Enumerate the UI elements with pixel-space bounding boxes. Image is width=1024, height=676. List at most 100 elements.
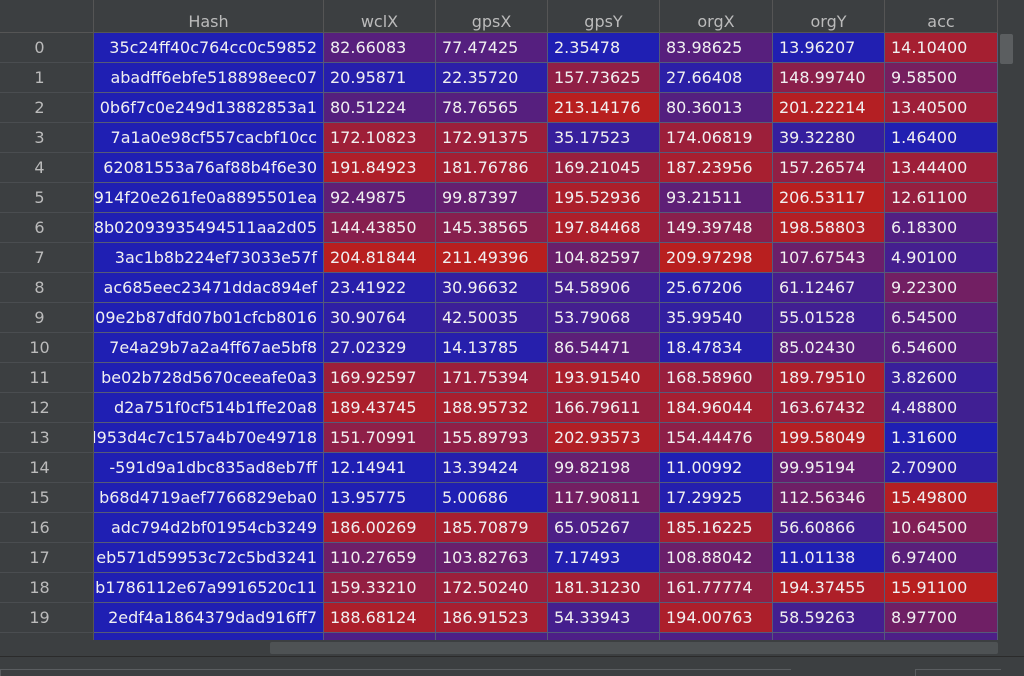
table-cell-wclx[interactable]: 186.00269 bbox=[324, 513, 436, 543]
table-cell-wclx[interactable]: 159.33210 bbox=[324, 573, 436, 603]
table-cell-wclx[interactable]: 30.90764 bbox=[324, 303, 436, 333]
table-cell-wclx[interactable]: 191.84923 bbox=[324, 153, 436, 183]
column-header-gpsx[interactable]: gpsX bbox=[436, 0, 548, 33]
table-cell-orgx[interactable]: 18.47834 bbox=[660, 333, 773, 363]
table-cell-orgx[interactable]: 154.44476 bbox=[660, 423, 773, 453]
table-cell-acc[interactable]: 4.48800 bbox=[885, 393, 998, 423]
row-index[interactable]: 17 bbox=[0, 543, 94, 573]
table-cell-acc[interactable]: 15.49800 bbox=[885, 483, 998, 513]
table-cell-orgx[interactable]: 168.58960 bbox=[660, 363, 773, 393]
table-cell-hash[interactable]: 3ac1b8b224ef73033e57f bbox=[94, 243, 324, 273]
table-cell-orgy[interactable]: 61.12467 bbox=[773, 273, 885, 303]
table-cell-wclx[interactable]: 82.66083 bbox=[324, 33, 436, 63]
table-cell-orgy[interactable]: 199.58049 bbox=[773, 423, 885, 453]
table-cell-hash[interactable]: d2a751f0cf514b1ffe20a8 bbox=[94, 393, 324, 423]
table-cell-orgy[interactable]: 148.99740 bbox=[773, 63, 885, 93]
table-cell-gpsy[interactable]: 2.35478 bbox=[548, 33, 660, 63]
table-cell-orgx[interactable]: 185.16225 bbox=[660, 513, 773, 543]
table-cell-gpsy[interactable]: 169.21045 bbox=[548, 153, 660, 183]
table-cell-orgy[interactable]: 85.02430 bbox=[773, 333, 885, 363]
row-index[interactable]: 3 bbox=[0, 123, 94, 153]
table-cell-orgy[interactable]: 198.58803 bbox=[773, 213, 885, 243]
row-index[interactable]: 8 bbox=[0, 273, 94, 303]
table-cell-orgy[interactable]: 163.67432 bbox=[773, 393, 885, 423]
table-cell-orgy[interactable]: 11.01138 bbox=[773, 543, 885, 573]
table-cell-acc[interactable]: 4.90100 bbox=[885, 243, 998, 273]
table-cell-gpsy[interactable]: 197.84468 bbox=[548, 213, 660, 243]
row-index[interactable]: 18 bbox=[0, 573, 94, 603]
table-cell-orgy[interactable]: 112.56346 bbox=[773, 483, 885, 513]
row-index[interactable]: 15 bbox=[0, 483, 94, 513]
table-cell-gpsx[interactable]: 14.13785 bbox=[436, 333, 548, 363]
table-cell-orgx[interactable]: 11.00992 bbox=[660, 453, 773, 483]
dataframe-viewer[interactable]: Hash wclX gpsX gpsY orgX orgY acc 0 35c24ff40c76… bbox=[0, 0, 1024, 640]
table-cell-hash[interactable]: ac685eec23471ddac894ef bbox=[94, 273, 324, 303]
table-cell-gpsx[interactable]: 155.89793 bbox=[436, 423, 548, 453]
table-cell-gpsy[interactable]: 53.79068 bbox=[548, 303, 660, 333]
row-index[interactable]: 16 bbox=[0, 513, 94, 543]
table-cell-gpsx[interactable]: 5.00686 bbox=[436, 483, 548, 513]
table-cell-acc[interactable]: 13.44400 bbox=[885, 153, 998, 183]
table-cell-orgx[interactable]: 35.99540 bbox=[660, 303, 773, 333]
table-cell-wclx[interactable]: 27.02329 bbox=[324, 333, 436, 363]
table-cell-wclx[interactable]: 13.95775 bbox=[324, 483, 436, 513]
table-cell-orgy[interactable]: 189.79510 bbox=[773, 363, 885, 393]
row-index[interactable]: 13 bbox=[0, 423, 94, 453]
table-cell-hash[interactable]: b68d4719aef7766829eba0 bbox=[94, 483, 324, 513]
table-cell-gpsy[interactable]: 7.17493 bbox=[548, 543, 660, 573]
table-cell-gpsx[interactable]: 172.91375 bbox=[436, 123, 548, 153]
table-cell-gpsy[interactable]: 54.58906 bbox=[548, 273, 660, 303]
table-cell-orgx[interactable]: 17.29925 bbox=[660, 483, 773, 513]
table-cell-gpsx[interactable]: 13.39424 bbox=[436, 453, 548, 483]
table-cell-hash[interactable]: 914f20e261fe0a8895501ea bbox=[94, 183, 324, 213]
table-cell-orgy[interactable]: 58.59263 bbox=[773, 603, 885, 633]
table-cell-gpsx[interactable]: 171.75394 bbox=[436, 363, 548, 393]
table-cell-wclx[interactable]: 110.27659 bbox=[324, 543, 436, 573]
table-cell-gpsy[interactable]: 35.17523 bbox=[548, 123, 660, 153]
table-cell-acc[interactable]: 8.97700 bbox=[885, 603, 998, 633]
table-cell-orgx[interactable]: 209.97298 bbox=[660, 243, 773, 273]
table-cell-orgx[interactable]: 187.23956 bbox=[660, 153, 773, 183]
table-cell-wclx[interactable]: 92.49875 bbox=[324, 183, 436, 213]
table-cell-gpsy[interactable]: 104.82597 bbox=[548, 243, 660, 273]
table-cell-wclx[interactable]: 169.92597 bbox=[324, 363, 436, 393]
table-cell-acc[interactable]: 6.54500 bbox=[885, 303, 998, 333]
table-cell-gpsy[interactable]: 213.14176 bbox=[548, 93, 660, 123]
table-cell-gpsy[interactable]: 181.31230 bbox=[548, 573, 660, 603]
table-cell-hash[interactable]: 2edf4a1864379dad916ff7 bbox=[94, 603, 324, 633]
table-cell-acc[interactable]: 9.22300 bbox=[885, 273, 998, 303]
row-index[interactable]: 7 bbox=[0, 243, 94, 273]
table-cell-hash[interactable]: 09e2b87dfd07b01cfcb8016 bbox=[94, 303, 324, 333]
row-index[interactable]: 2 bbox=[0, 93, 94, 123]
table-cell-orgx[interactable]: 149.39748 bbox=[660, 213, 773, 243]
table-cell-orgy[interactable]: 13.96207 bbox=[773, 33, 885, 63]
table-cell-acc[interactable]: 9.58500 bbox=[885, 63, 998, 93]
table-cell-gpsx[interactable]: 181.76786 bbox=[436, 153, 548, 183]
table-cell-gpsx[interactable]: 185.70879 bbox=[436, 513, 548, 543]
table-cell-acc[interactable]: 12.61100 bbox=[885, 183, 998, 213]
table-cell-hash[interactable]: 58b02093935494511aa2d05 bbox=[94, 213, 324, 243]
table-cell-hash[interactable]: 7e4a29b7a2a4ff67ae5bf8 bbox=[94, 333, 324, 363]
table-cell-wclx[interactable]: 23.41922 bbox=[324, 273, 436, 303]
column-header-acc[interactable]: acc bbox=[885, 0, 998, 33]
table-cell-acc[interactable]: 3.82600 bbox=[885, 363, 998, 393]
table-cell-wclx[interactable]: 12.14941 bbox=[324, 453, 436, 483]
table-cell-orgy[interactable]: 201.22214 bbox=[773, 93, 885, 123]
row-index[interactable]: 0 bbox=[0, 33, 94, 63]
table-cell-acc[interactable]: 14.10400 bbox=[885, 33, 998, 63]
table-cell-gpsy[interactable]: 166.79611 bbox=[548, 393, 660, 423]
table-cell-gpsy[interactable]: 65.05267 bbox=[548, 513, 660, 543]
table-cell-orgx[interactable]: 83.98625 bbox=[660, 33, 773, 63]
table-cell-gpsy[interactable]: 157.73625 bbox=[548, 63, 660, 93]
table-cell-hash[interactable]: eb571d59953c72c5bd3241 bbox=[94, 543, 324, 573]
table-cell-wclx[interactable]: 80.51224 bbox=[324, 93, 436, 123]
table-cell-gpsy[interactable]: 202.93573 bbox=[548, 423, 660, 453]
column-header-gpsy[interactable]: gpsY bbox=[548, 0, 660, 33]
table-cell-orgy[interactable]: 55.01528 bbox=[773, 303, 885, 333]
table-cell-hash[interactable]: l953d4c7c157a4b70e49718 bbox=[94, 423, 324, 453]
table-cell-gpsy[interactable]: 99.82198 bbox=[548, 453, 660, 483]
row-index[interactable]: 11 bbox=[0, 363, 94, 393]
table-cell-gpsx[interactable]: 30.96632 bbox=[436, 273, 548, 303]
table-cell-orgy[interactable]: 107.67543 bbox=[773, 243, 885, 273]
column-header-orgy[interactable]: orgY bbox=[773, 0, 885, 33]
